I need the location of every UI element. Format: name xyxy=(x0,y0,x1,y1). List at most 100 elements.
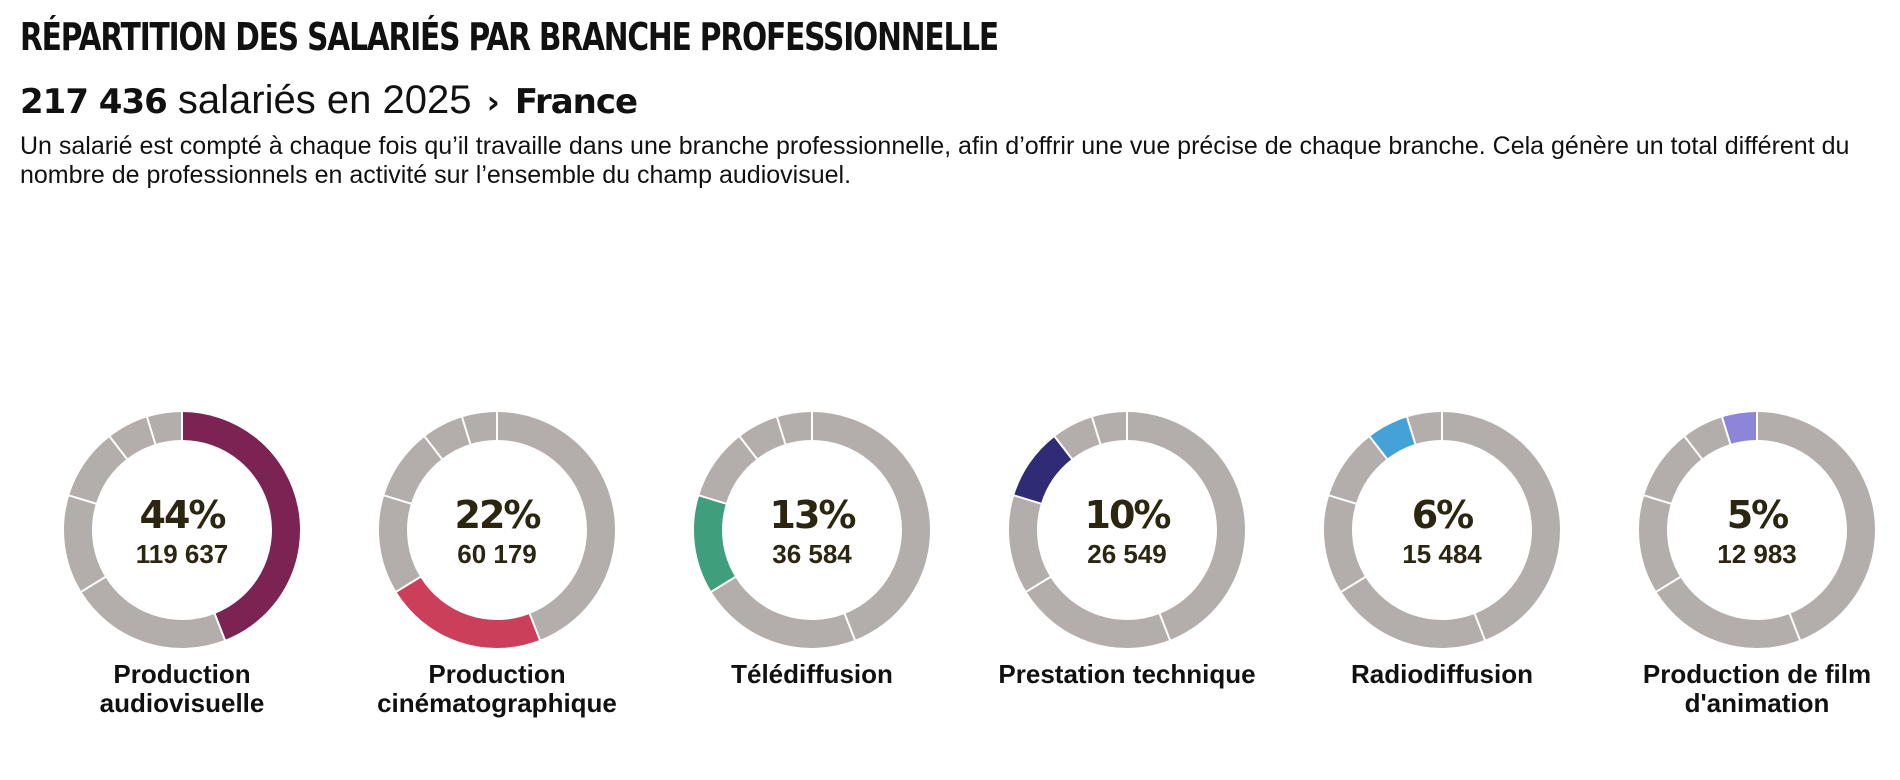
donut-track-segment xyxy=(109,417,156,460)
donut-track-segment xyxy=(69,436,128,505)
donut-track-segment xyxy=(777,412,813,445)
segment-separator xyxy=(145,416,157,446)
category-label: Production de film d'animation xyxy=(1642,659,1872,718)
donut-track-segment xyxy=(379,495,421,592)
donut-highlight-segment xyxy=(181,412,300,640)
donut-track-segment xyxy=(1644,436,1703,505)
category-label: Prestation technique xyxy=(998,659,1256,689)
segment-separator xyxy=(382,494,413,505)
value-label: 26 549 xyxy=(1087,539,1167,569)
segment-separator xyxy=(1053,435,1074,461)
segment-separator xyxy=(395,575,422,594)
donut-track-segment xyxy=(64,495,106,592)
donut-track-segment xyxy=(1009,495,1051,592)
percent-label: 13% xyxy=(770,493,856,537)
value-label: 15 484 xyxy=(1402,539,1482,569)
chart-header: RÉPARTITION DES SALARIÉS PAR BRANCHE PRO… xyxy=(20,14,1880,190)
donut-track-segment xyxy=(384,436,443,505)
segment-separator xyxy=(1012,494,1043,505)
donut-svg: 13%36 584 xyxy=(694,411,930,648)
donut-chart: 13% 36 584 Télédiffusion xyxy=(662,410,962,740)
donut-track-segment xyxy=(1054,417,1101,460)
donut-svg: 6%15 484 xyxy=(1324,411,1560,648)
segment-separator xyxy=(1405,416,1417,446)
donut-track-segment xyxy=(462,412,498,445)
category-label: Production cinématographique xyxy=(377,659,617,718)
segment-separator xyxy=(67,494,98,505)
donut-svg: 22%60 179 xyxy=(379,411,615,648)
segment-separator xyxy=(738,435,759,461)
category-label: Radiodiffusion xyxy=(1351,659,1533,689)
segment-separator xyxy=(1683,435,1704,461)
segment-separator xyxy=(1788,612,1802,642)
donut-track-segment xyxy=(1684,417,1731,460)
donut-track-segment xyxy=(1092,412,1128,445)
segment-separator xyxy=(423,435,444,461)
segment-separator xyxy=(460,416,472,446)
segment-separator xyxy=(843,612,857,642)
donut-track-segment xyxy=(739,417,786,460)
segment-separator xyxy=(80,575,107,594)
donut-track-segment xyxy=(1407,412,1443,445)
segment-separator xyxy=(528,612,542,642)
donut-track-segment xyxy=(424,417,471,460)
segment-separator xyxy=(710,575,737,594)
segment-separator xyxy=(1473,612,1487,642)
segment-separator xyxy=(1025,575,1052,594)
percent-label: 5% xyxy=(1727,493,1788,537)
donut-chart: 10% 26 549 Prestation technique xyxy=(977,410,1277,740)
donut-highlight-segment xyxy=(694,495,736,592)
segment-separator xyxy=(1655,575,1682,594)
donut-track-segment xyxy=(496,412,615,640)
donut-svg: 5%12 983 xyxy=(1639,411,1875,648)
donut-track-segment xyxy=(1341,576,1485,648)
percent-label: 22% xyxy=(455,493,541,537)
donut-highlight-segment xyxy=(1369,417,1416,460)
donut-chart: 6% 15 484 Radiodiffusion xyxy=(1292,410,1592,740)
segment-separator xyxy=(1720,416,1732,446)
donut-charts: 44% 119 637 Production audiovisuelle 22% 60 … xyxy=(0,410,1900,730)
value-label: 60 179 xyxy=(457,539,537,569)
value-label: 119 637 xyxy=(136,539,229,569)
segment-separator xyxy=(213,612,227,642)
location-label: France xyxy=(514,82,638,122)
donut-track-segment xyxy=(1026,576,1170,648)
segment-separator xyxy=(1340,575,1367,594)
segment-separator xyxy=(697,494,728,505)
percent-label: 44% xyxy=(140,493,226,537)
donut-svg: 44%119 637 xyxy=(64,411,300,648)
segment-separator xyxy=(1368,435,1389,461)
chart-description: Un salarié est compté à chaque fois qu’i… xyxy=(20,132,1850,189)
donut-track-segment xyxy=(1329,436,1388,505)
donut-track-segment xyxy=(147,412,183,445)
donut-track-segment xyxy=(1656,576,1800,648)
donut-track-segment xyxy=(1639,495,1681,592)
donut-chart: 44% 119 637 Production audiovisuelle xyxy=(32,410,332,740)
segment-separator xyxy=(1090,416,1102,446)
total-suffix: salariés en 2025 xyxy=(177,78,472,122)
donut-chart: 5% 12 983 Production de film d'animation xyxy=(1607,410,1900,740)
donut-highlight-segment xyxy=(1722,412,1758,445)
donut-track-segment xyxy=(1441,412,1560,640)
chart-subtitle: 217 436 salariés en 2025 › France xyxy=(20,78,1880,124)
value-label: 36 584 xyxy=(772,539,852,569)
value-label: 12 983 xyxy=(1717,539,1797,569)
category-label: Télédiffusion xyxy=(731,659,893,689)
donut-track-segment xyxy=(81,576,225,648)
donut-chart: 22% 60 179 Production cinématographique xyxy=(347,410,647,740)
segment-separator xyxy=(108,435,129,461)
donut-track-segment xyxy=(699,436,758,505)
donut-highlight-segment xyxy=(1014,436,1073,505)
segment-separator xyxy=(1327,494,1358,505)
donut-svg: 10%26 549 xyxy=(1009,411,1245,648)
segment-separator xyxy=(1158,612,1172,642)
donut-highlight-segment xyxy=(396,576,540,648)
segment-separator xyxy=(1642,494,1673,505)
donut-track-segment xyxy=(1324,495,1366,592)
chart-title: RÉPARTITION DES SALARIÉS PAR BRANCHE PRO… xyxy=(20,15,999,59)
donut-track-segment xyxy=(711,576,855,648)
donut-track-segment xyxy=(1126,412,1245,640)
percent-label: 10% xyxy=(1085,493,1171,537)
segment-separator xyxy=(775,416,787,446)
percent-label: 6% xyxy=(1412,493,1473,537)
